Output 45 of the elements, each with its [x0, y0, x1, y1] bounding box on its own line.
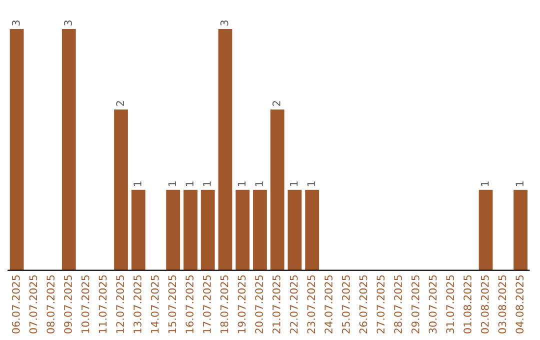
- data-label: 1: [238, 181, 246, 186]
- x-tick-label: 21.07.2025: [272, 275, 280, 334]
- x-tick-label: 11.07.2025: [98, 275, 107, 333]
- data-label: 1: [168, 181, 176, 186]
- data-label: 1: [481, 181, 489, 186]
- x-tick-label: 07.07.2025: [29, 275, 38, 334]
- x-tick-label: 27.07.2025: [376, 275, 385, 334]
- data-label: 1: [134, 181, 142, 186]
- data-label: 1: [255, 181, 263, 186]
- x-tick-label: 06.07.2025: [12, 275, 20, 334]
- x-tick-label: 22.07.2025: [290, 275, 298, 334]
- data-label: 3: [12, 20, 20, 26]
- data-label: 3: [220, 20, 228, 26]
- x-tick-label: 13.07.2025: [134, 275, 142, 333]
- x-tick-label: 04.08.2025: [516, 275, 524, 334]
- data-label: 3: [64, 20, 72, 26]
- x-tick-label: 26.07.2025: [359, 275, 368, 334]
- x-tick-label: 31.07.2025: [446, 275, 454, 334]
- x-tick-label: 18.07.2025: [220, 275, 228, 333]
- x-tick-label: 01.08.2025: [464, 275, 472, 334]
- x-tick-label: 10.07.2025: [81, 275, 90, 333]
- x-tick-label: 23.07.2025: [307, 275, 316, 334]
- x-tick-label: 29.07.2025: [411, 275, 420, 334]
- x-tick-label: 24.07.2025: [324, 275, 332, 334]
- data-label: 2: [116, 101, 124, 106]
- x-tick-label: 09.07.2025: [64, 275, 72, 334]
- x-tick-label: 30.07.2025: [428, 275, 437, 334]
- data-label: 1: [290, 181, 298, 186]
- x-tick-label: 19.07.2025: [238, 275, 246, 333]
- x-tick-label: 12.07.2025: [116, 275, 124, 333]
- data-label: 1: [203, 181, 211, 186]
- data-label: 2: [272, 101, 280, 106]
- x-tick-label: 08.07.2025: [46, 275, 55, 334]
- data-label: 1: [186, 181, 194, 186]
- x-tick-label: 15.07.2025: [168, 275, 176, 333]
- x-tick-label: 25.07.2025: [342, 275, 350, 334]
- x-tick-label: 20.07.2025: [255, 275, 263, 334]
- data-label: 1: [516, 181, 524, 186]
- x-tick-label: 03.08.2025: [498, 275, 506, 334]
- x-tick-label: 17.07.2025: [203, 275, 211, 333]
- x-tick-label: 02.08.2025: [480, 275, 489, 334]
- x-tick-label: 28.07.2025: [394, 275, 402, 334]
- x-tick-label: 14.07.2025: [150, 275, 159, 333]
- x-tick-label: 16.07.2025: [186, 275, 194, 333]
- data-label: 1: [307, 181, 315, 186]
